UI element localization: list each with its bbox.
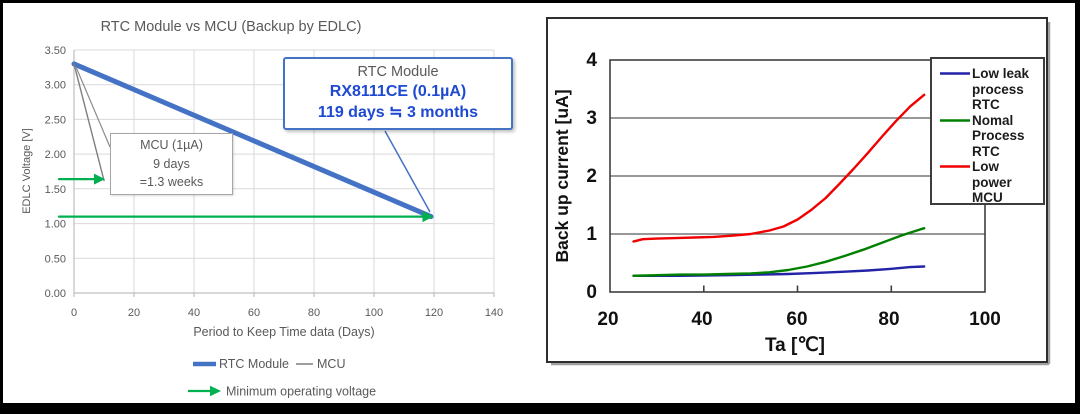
series-low-power-mcu bbox=[632, 93, 926, 243]
xtick: 20 bbox=[128, 307, 140, 319]
legend-entry-normal-rtc: Nomal Process RTC bbox=[940, 113, 1039, 160]
ytick: 1 bbox=[586, 224, 597, 245]
right-yaxis-label: Back up current [uA] bbox=[552, 89, 572, 262]
xtick: 80 bbox=[308, 307, 320, 319]
legend-entry-low-leak: Low leak process RTC bbox=[940, 66, 1039, 113]
ytick: 0 bbox=[586, 282, 597, 303]
xtick: 120 bbox=[425, 307, 443, 319]
ytick: 2 bbox=[586, 166, 597, 187]
right-xaxis-label: Ta [℃] bbox=[765, 335, 825, 356]
ytick: 2.50 bbox=[45, 114, 66, 126]
legend-label: Nomal Process RTC bbox=[972, 112, 1025, 159]
arrowhead-icon bbox=[422, 211, 434, 223]
xtick: 40 bbox=[691, 309, 712, 330]
left-axes bbox=[73, 50, 495, 297]
series-rtc-module bbox=[71, 61, 434, 220]
low-leak-line-sample-icon bbox=[940, 72, 970, 75]
xtick: 100 bbox=[365, 307, 383, 319]
xtick: 140 bbox=[485, 307, 503, 319]
xtick: 0 bbox=[71, 307, 77, 319]
rtc-callout-leader bbox=[384, 130, 431, 213]
ytick: 0.00 bbox=[45, 288, 66, 300]
mcu-callout-leader bbox=[75, 66, 111, 148]
legend-label: Low power MCU bbox=[972, 159, 1012, 206]
ytick: 1.00 bbox=[45, 219, 66, 231]
rtc-callout-duration: 119 days ≒ 3 months bbox=[317, 103, 479, 121]
left-xtick-labels: 0 20 40 60 80 100 120 140 bbox=[71, 307, 503, 319]
green-arrowhead-icon bbox=[210, 385, 221, 397]
xtick: 40 bbox=[188, 307, 200, 319]
legend-min-voltage-label: Minimum operating voltage bbox=[226, 385, 376, 399]
rtc-callout-box: RTC Module RX8111CE (0.1µA) 119 days ≒ 3… bbox=[283, 57, 513, 130]
rtc-callout-title: RTC Module bbox=[357, 64, 439, 81]
low-power-mcu-line-sample-icon bbox=[940, 165, 970, 168]
ytick: 3.50 bbox=[45, 45, 66, 57]
xtick: 80 bbox=[878, 309, 899, 330]
ytick: 3.00 bbox=[45, 80, 66, 92]
arrowhead-icon bbox=[94, 173, 105, 185]
legend-label: Low leak process RTC bbox=[972, 66, 1030, 113]
right-chart-legend: Low leak process RTC Nomal Process RTC L… bbox=[930, 57, 1045, 205]
right-xtick-labels: 20 40 60 80 100 bbox=[597, 309, 1000, 330]
left-chart-title: RTC Module vs MCU (Backup by EDLC) bbox=[101, 19, 362, 35]
legend-entry-low-power-mcu: Low power MCU bbox=[940, 159, 1039, 206]
series-mcu bbox=[73, 63, 105, 182]
series-nomal-process-rtc bbox=[632, 226, 926, 277]
xtick: 60 bbox=[248, 307, 260, 319]
ytick: 3 bbox=[586, 108, 597, 129]
mcu-callout-weeks: =1.3 weeks bbox=[139, 175, 204, 190]
left-gridlines bbox=[74, 49, 495, 293]
xtick: 100 bbox=[969, 309, 1001, 330]
left-xaxis-label: Period to Keep Time data (Days) bbox=[193, 325, 374, 339]
legend-mcu-label: MCU bbox=[317, 357, 345, 371]
left-legend: RTC Module MCU Minimum operating voltage bbox=[188, 357, 376, 399]
ytick: 1.50 bbox=[45, 184, 66, 196]
ytick: 0.50 bbox=[45, 253, 66, 265]
right-ytick-labels: 4 3 2 1 0 bbox=[586, 50, 597, 303]
left-yaxis-label: EDLC Voltage [V] bbox=[21, 128, 33, 214]
left-series-host bbox=[57, 61, 434, 223]
xtick: 60 bbox=[786, 309, 807, 330]
rtc-callout-part-number: RX8111CE (0.1µA) bbox=[329, 83, 467, 101]
right-gridlines bbox=[610, 117, 985, 235]
legend-rtc-label: RTC Module bbox=[219, 357, 289, 371]
ytick: 4 bbox=[586, 50, 597, 71]
normal-rtc-line-sample-icon bbox=[940, 118, 970, 122]
left-ytick-labels: 3.50 3.00 2.50 2.00 1.50 1.00 0.50 0.00 bbox=[45, 45, 66, 300]
ytick: 2.00 bbox=[45, 149, 66, 161]
mcu-callout-box: MCU (1µA) 9 days =1.3 weeks bbox=[110, 133, 233, 195]
right-series-host bbox=[632, 93, 926, 277]
xtick: 20 bbox=[597, 309, 618, 330]
left-chart: RTC Module vs MCU (Backup by EDLC) bbox=[21, 19, 503, 399]
mcu-callout-days: 9 days bbox=[153, 156, 190, 171]
mcu-callout-title: MCU (1µA) bbox=[140, 137, 203, 152]
